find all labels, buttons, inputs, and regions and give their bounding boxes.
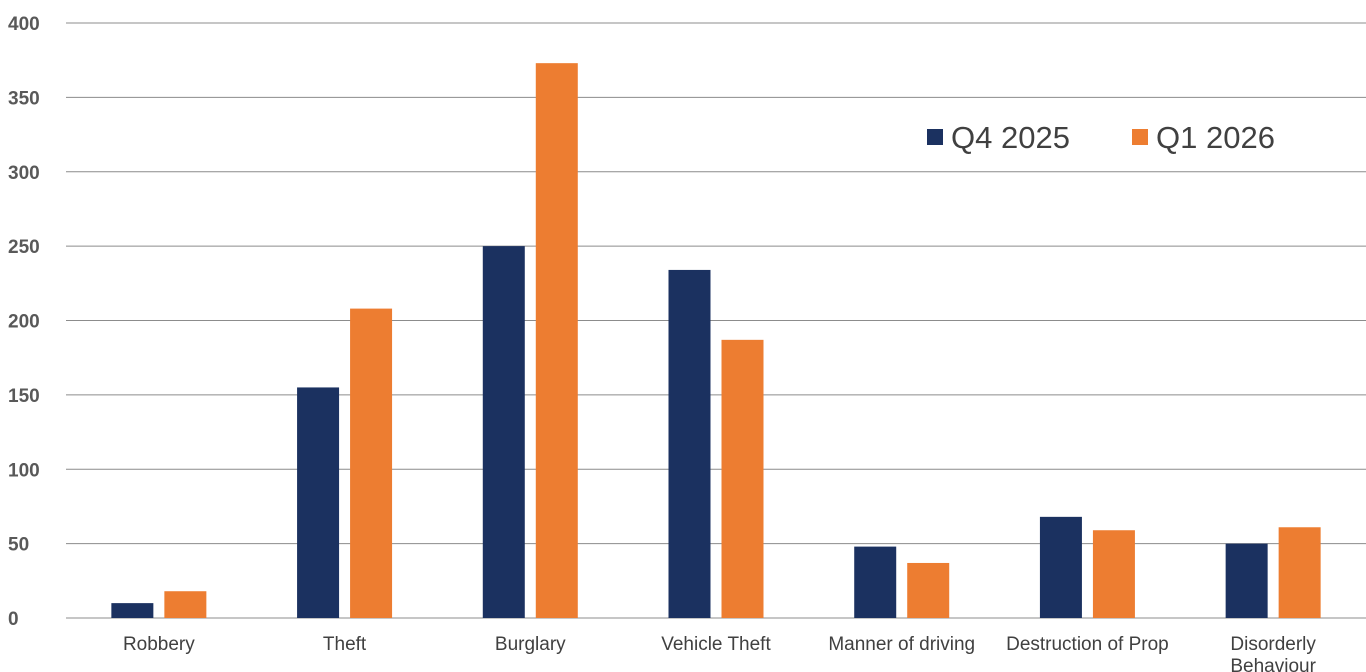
legend-swatch <box>927 129 943 145</box>
bar-q1-2026-vehicle-theft <box>721 339 764 618</box>
y-tick-label: 350 <box>8 88 40 109</box>
y-tick-label: 150 <box>8 386 40 407</box>
legend-label: Q4 2025 <box>951 120 1070 155</box>
bar-q4-2025-destruction-of-prop <box>1039 516 1082 618</box>
x-tick-label: Theft <box>323 634 367 655</box>
x-tick-label: Manner of driving <box>828 634 975 655</box>
bar-q1-2026-destruction-of-prop <box>1092 530 1135 618</box>
bar-q1-2026-burglary <box>535 63 578 619</box>
x-tick-label: Destruction of Prop <box>1006 634 1169 655</box>
legend-label: Q1 2026 <box>1156 120 1275 155</box>
y-tick-label: 50 <box>8 535 29 556</box>
bar-q4-2025-burglary <box>482 246 525 618</box>
y-tick-label: 200 <box>8 312 40 333</box>
x-tick-label: Disorderly <box>1230 634 1316 655</box>
legend-swatch <box>1132 129 1148 145</box>
bar-q1-2026-theft <box>350 308 393 618</box>
bar-q1-2026-robbery <box>164 591 207 618</box>
y-axis-tick-labels: 0 50 100 150 200 250 300 350 400 <box>8 14 40 630</box>
x-tick-label: Vehicle Theft <box>661 634 771 655</box>
y-tick-label: 250 <box>8 237 40 258</box>
bar-q4-2025-manner-of-driving <box>854 546 897 618</box>
bar-q1-2026-manner-of-driving <box>907 562 950 618</box>
bar-q1-2026-disorderly-behaviour <box>1278 527 1321 618</box>
x-axis-tick-labels: Robbery Theft Burglary Vehicle Theft Manner … <box>123 634 1317 672</box>
y-tick-label: 100 <box>8 460 40 481</box>
legend: Q4 2025 Q1 2026 <box>927 120 1275 155</box>
y-tick-label: 0 <box>8 609 19 630</box>
bar-q4-2025-robbery <box>111 603 154 618</box>
bar-q4-2025-vehicle-theft <box>668 269 711 618</box>
bar-q4-2025-disorderly-behaviour <box>1225 543 1268 618</box>
y-tick-label: 400 <box>8 14 40 35</box>
bar-q4-2025-theft <box>297 387 340 618</box>
x-tick-label: Robbery <box>123 634 195 655</box>
y-tick-label: 300 <box>8 163 40 184</box>
x-tick-label: Burglary <box>495 634 566 655</box>
gridlines <box>66 22 1366 619</box>
bars <box>111 63 1321 619</box>
x-tick-label: Behaviour <box>1230 656 1316 672</box>
